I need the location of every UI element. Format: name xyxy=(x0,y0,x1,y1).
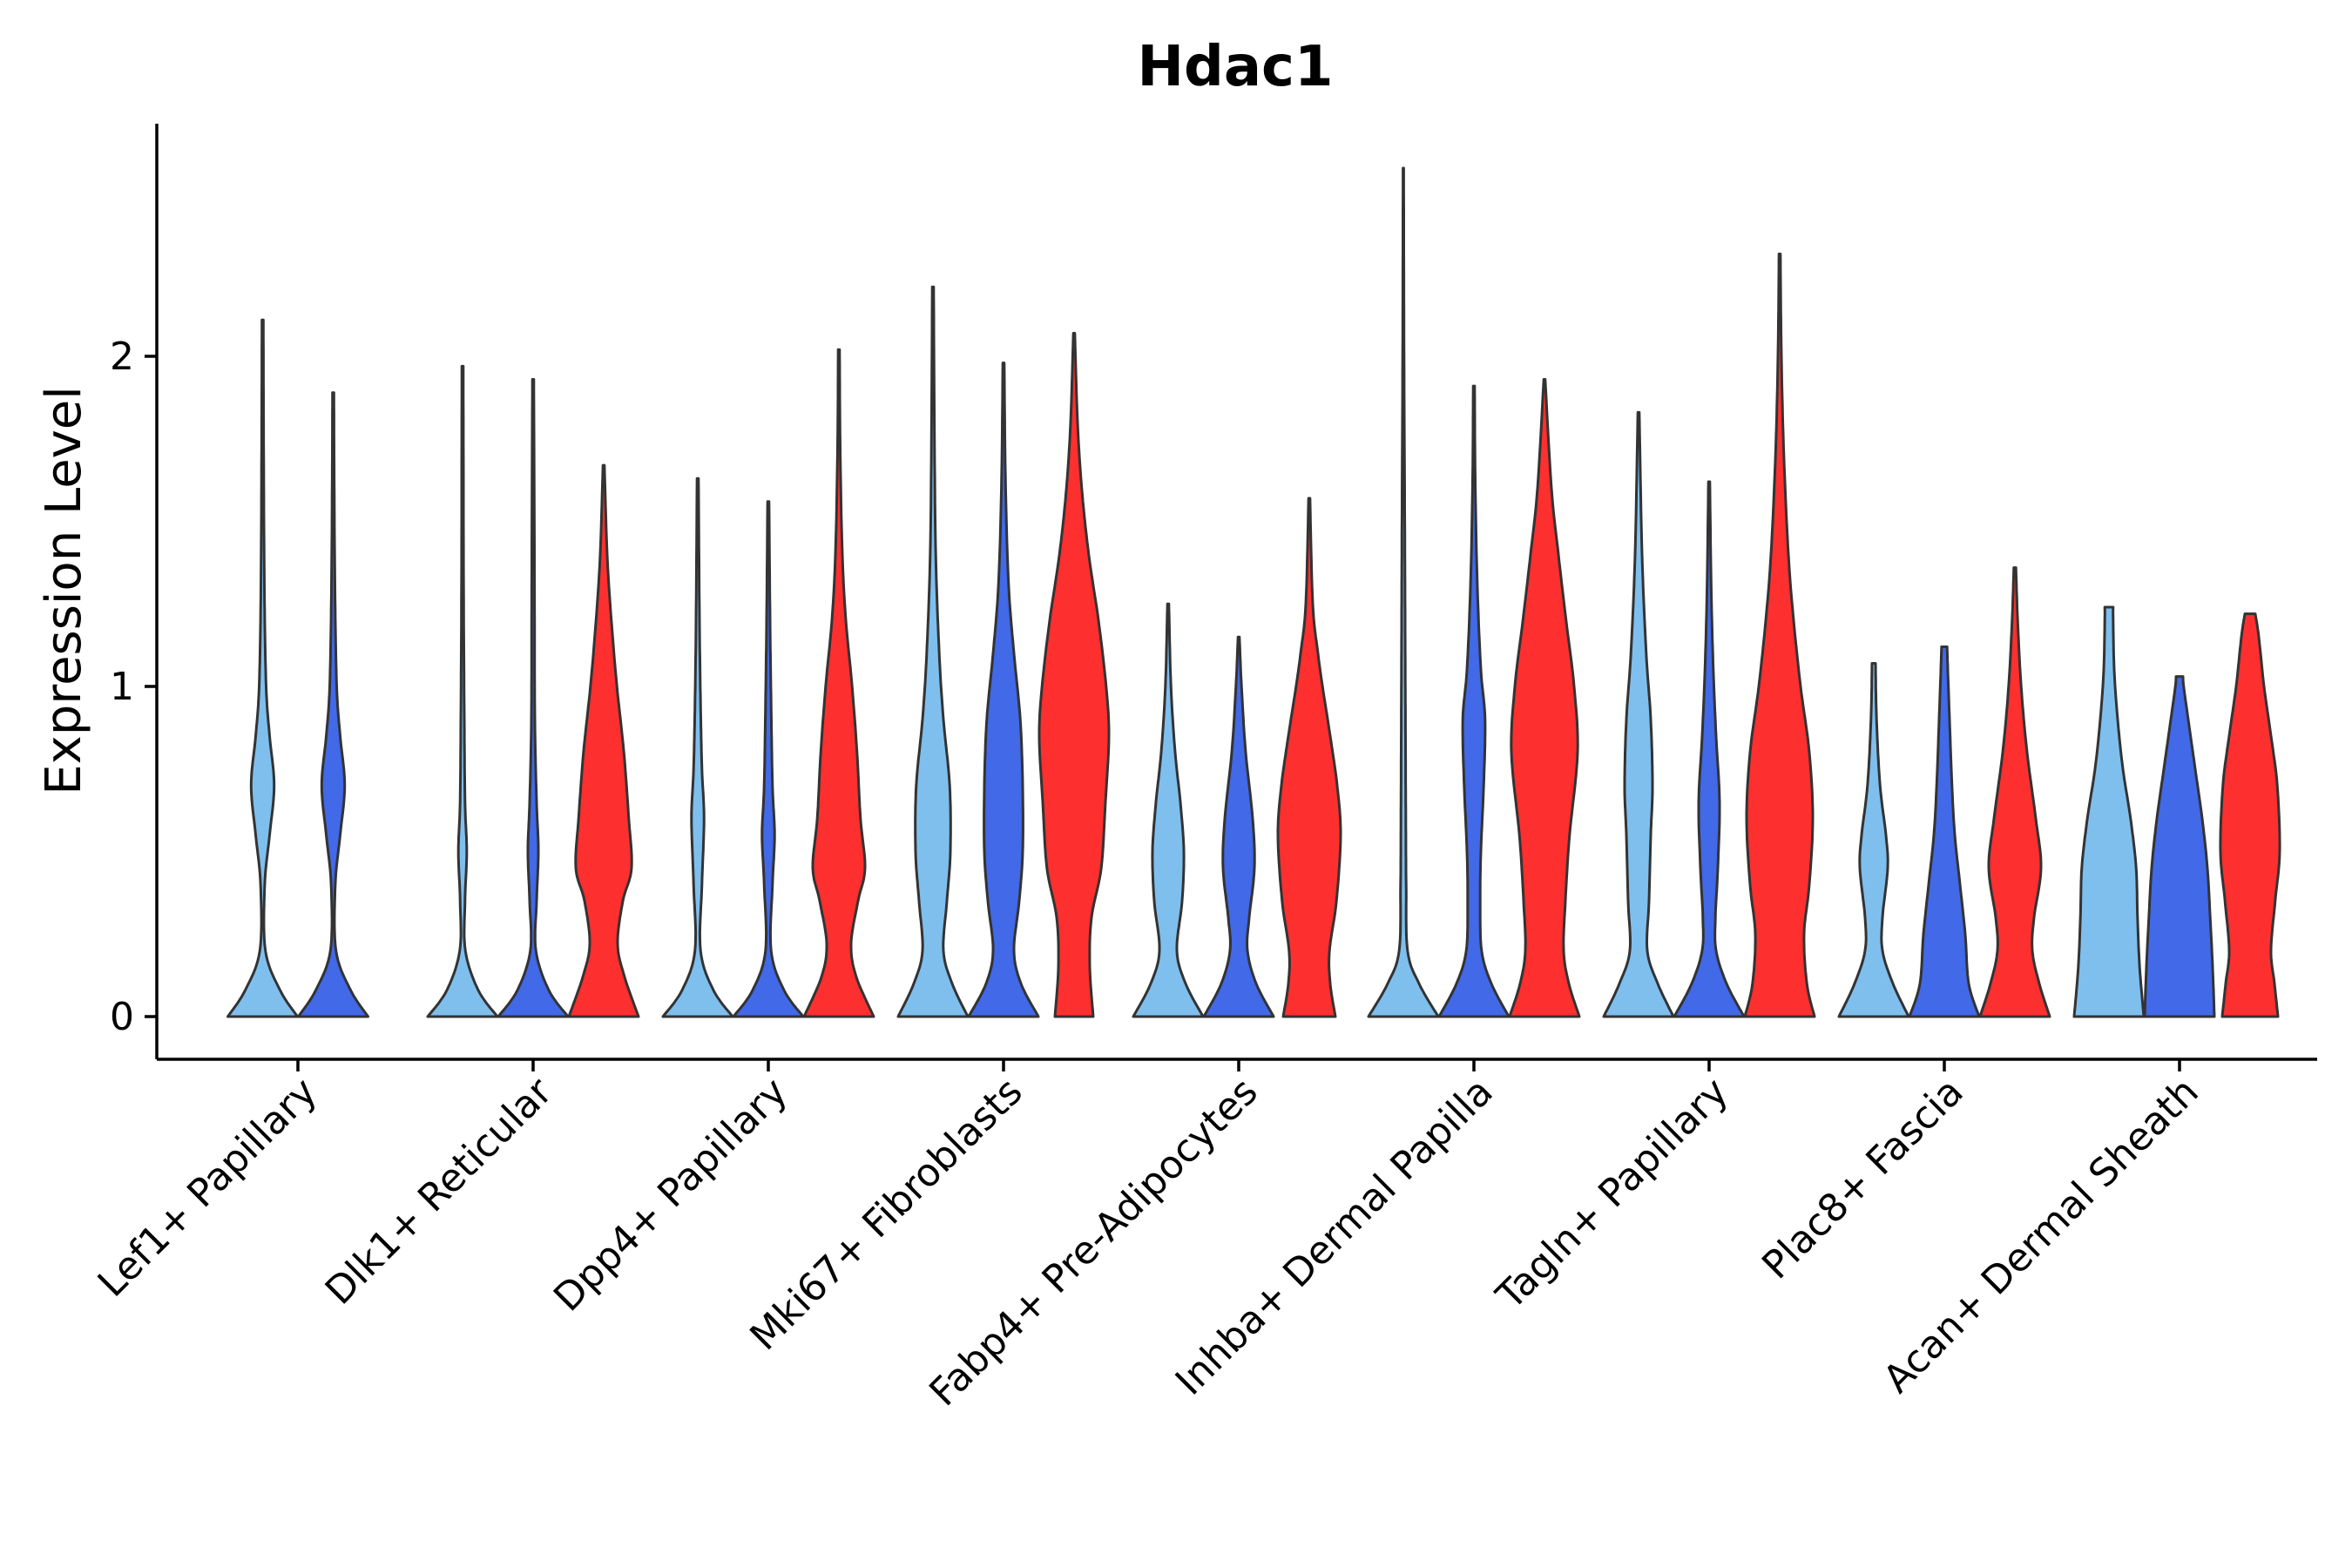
violin-inhba-dermal-papilla-group-1 xyxy=(1367,166,1440,1018)
violin-lef1-papillary-group-1 xyxy=(226,318,299,1018)
violin-fabp4-pre-adipocytes-group-2 xyxy=(1202,635,1275,1018)
x-tick-label-dpp4-papillary: Dpp4+ Papillary xyxy=(545,1070,796,1321)
x-tick-label-dlk1-reticular: Dlk1+ Reticular xyxy=(317,1069,562,1314)
violin-fabp4-pre-adipocytes-group-3 xyxy=(1276,497,1342,1018)
violin-dpp4-papillary-group-3 xyxy=(802,348,875,1018)
violin-dlk1-reticular-group-3 xyxy=(567,463,640,1018)
violin-fabp4-pre-adipocytes-group-1 xyxy=(1132,602,1205,1018)
violin-tagln-papillary-group-1 xyxy=(1602,410,1675,1018)
violin-plac8-fascia-group-3 xyxy=(1978,566,2051,1018)
violin-dlk1-reticular-group-1 xyxy=(426,364,499,1018)
violin-dpp4-papillary-group-2 xyxy=(732,500,805,1018)
x-tick-label-lef1-papillary: Lef1+ Papillary xyxy=(90,1070,326,1306)
violin-plac8-fascia-group-1 xyxy=(1837,662,1910,1018)
violin-plac8-fascia-group-2 xyxy=(1908,645,1981,1018)
y-axis-label: Expression Level xyxy=(36,386,92,795)
violin-tagln-papillary-group-3 xyxy=(1743,253,1816,1018)
violin-mki67-fibroblasts-group-1 xyxy=(896,285,970,1018)
y-tick-label-0: 0 xyxy=(110,995,134,1039)
y-tick-label-1: 1 xyxy=(110,665,134,709)
chart-title: Hdac1 xyxy=(1137,35,1333,99)
x-tick-label-plac8-fascia: Plac8+ Fascia xyxy=(1754,1070,1972,1288)
violin-acan-dermal-sheath-group-3 xyxy=(2219,612,2281,1018)
violin-inhba-dermal-papilla-group-3 xyxy=(1508,378,1581,1018)
violin-tagln-papillary-group-2 xyxy=(1673,480,1746,1018)
violins-group xyxy=(226,166,2281,1018)
violin-mki67-fibroblasts-group-3 xyxy=(1037,332,1111,1018)
violin-acan-dermal-sheath-group-1 xyxy=(2072,605,2146,1018)
y-tick-label-2: 2 xyxy=(110,335,134,379)
violin-dpp4-papillary-group-1 xyxy=(661,476,734,1018)
violin-acan-dermal-sheath-group-2 xyxy=(2143,675,2216,1018)
y-ticks-group: 0 1 2 xyxy=(110,335,157,1039)
violin-lef1-papillary-group-2 xyxy=(297,391,369,1018)
violin-dlk1-reticular-group-2 xyxy=(497,378,570,1018)
violin-mki67-fibroblasts-group-2 xyxy=(967,362,1040,1018)
x-tick-label-tagln-papillary: Tagln+ Papillary xyxy=(1488,1070,1737,1319)
violin-inhba-dermal-papilla-group-2 xyxy=(1437,384,1511,1018)
